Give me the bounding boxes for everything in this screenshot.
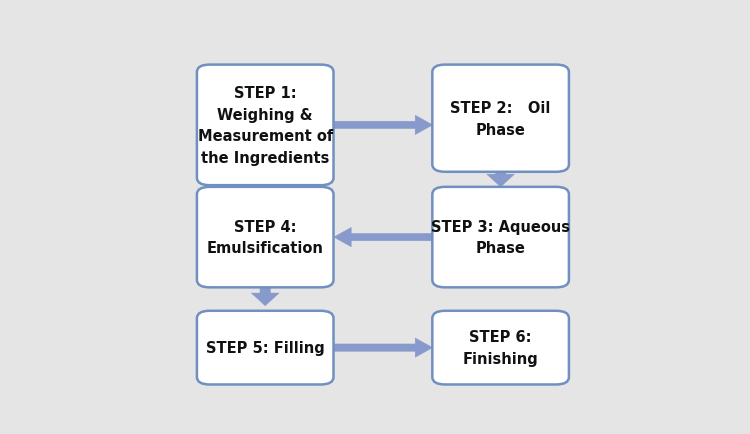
- Text: Measurement of: Measurement of: [197, 129, 333, 144]
- Text: STEP 1:: STEP 1:: [234, 85, 296, 101]
- Text: STEP 4:: STEP 4:: [234, 219, 296, 234]
- FancyBboxPatch shape: [197, 187, 334, 288]
- Polygon shape: [487, 172, 514, 187]
- Text: STEP 6:: STEP 6:: [470, 329, 532, 345]
- Polygon shape: [334, 338, 433, 358]
- Text: STEP 2:   Oil: STEP 2: Oil: [451, 101, 550, 115]
- FancyBboxPatch shape: [197, 66, 334, 186]
- Text: the Ingredients: the Ingredients: [201, 151, 329, 166]
- FancyBboxPatch shape: [197, 311, 334, 385]
- Text: Phase: Phase: [476, 241, 526, 256]
- Text: Weighing &: Weighing &: [217, 107, 313, 122]
- Text: Finishing: Finishing: [463, 351, 538, 366]
- FancyBboxPatch shape: [432, 311, 569, 385]
- Polygon shape: [251, 288, 279, 306]
- Text: Emulsification: Emulsification: [207, 241, 324, 256]
- Polygon shape: [334, 228, 433, 247]
- Polygon shape: [334, 116, 433, 135]
- Text: STEP 5: Filling: STEP 5: Filling: [206, 340, 325, 355]
- FancyBboxPatch shape: [432, 66, 569, 172]
- Text: Phase: Phase: [476, 122, 526, 137]
- FancyBboxPatch shape: [432, 187, 569, 288]
- Text: STEP 3: Aqueous: STEP 3: Aqueous: [431, 219, 570, 234]
